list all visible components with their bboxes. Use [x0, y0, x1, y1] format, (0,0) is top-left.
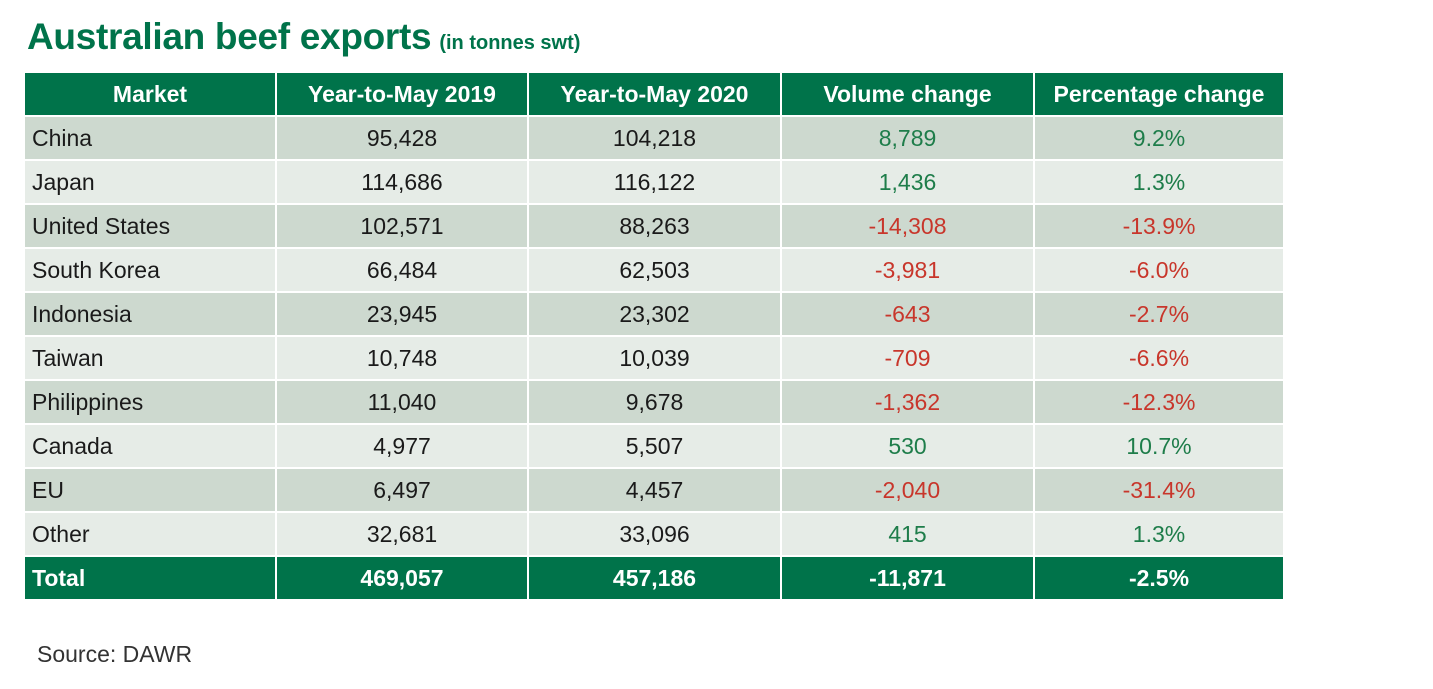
cell-percentage-change: 1.3%: [1033, 511, 1285, 557]
cell-market: China: [23, 115, 277, 161]
cell-percentage-change: -6.0%: [1033, 247, 1285, 293]
chart-title: Australian beef exports (in tonnes swt): [27, 16, 580, 58]
table-row: China 95,428 104,218 8,789 9.2%: [23, 115, 1285, 161]
source-note: Source: DAWR: [37, 641, 193, 667]
cell-percentage-change: -13.9%: [1033, 203, 1285, 249]
cell-percentage-change: -2.5%: [1033, 555, 1285, 601]
cell-percentage-change: -2.7%: [1033, 291, 1285, 337]
cell-market: EU: [23, 467, 277, 513]
cell-ytd-2019: 95,428: [275, 115, 529, 161]
cell-ytd-2019: 66,484: [275, 247, 529, 293]
cell-ytd-2019: 11,040: [275, 379, 529, 425]
cell-percentage-change: -6.6%: [1033, 335, 1285, 381]
table-header-row: Market Year-to-May 2019 Year-to-May 2020 Vo…: [23, 71, 1285, 117]
cell-percentage-change: -12.3%: [1033, 379, 1285, 425]
total-row: Total 469,057 457,186 -11,871 -2.5%: [23, 555, 1285, 601]
cell-market: South Korea: [23, 247, 277, 293]
cell-percentage-change: 1.3%: [1033, 159, 1285, 205]
cell-ytd-2020: 4,457: [527, 467, 782, 513]
cell-market: Other: [23, 511, 277, 557]
cell-ytd-2019: 23,945: [275, 291, 529, 337]
cell-ytd-2020: 5,507: [527, 423, 782, 469]
cell-volume-change: -709: [780, 335, 1035, 381]
cell-market: Philippines: [23, 379, 277, 425]
cell-volume-change: -2,040: [780, 467, 1035, 513]
table-row: Taiwan 10,748 10,039 -709 -6.6%: [23, 335, 1285, 381]
header-percentage-change: Percentage change: [1033, 71, 1285, 117]
cell-ytd-2020: 104,218: [527, 115, 782, 161]
table-row: Canada 4,977 5,507 530 10.7%: [23, 423, 1285, 469]
cell-volume-change: 530: [780, 423, 1035, 469]
header-ytd-2020: Year-to-May 2020: [527, 71, 782, 117]
cell-ytd-2019: 6,497: [275, 467, 529, 513]
title-text: Australian beef exports: [27, 16, 432, 57]
cell-volume-change: 415: [780, 511, 1035, 557]
cell-ytd-2019: 102,571: [275, 203, 529, 249]
cell-volume-change: 1,436: [780, 159, 1035, 205]
table-row: South Korea 66,484 62,503 -3,981 -6.0%: [23, 247, 1285, 293]
cell-volume-change: -3,981: [780, 247, 1035, 293]
header-volume-change: Volume change: [780, 71, 1035, 117]
cell-market: Total: [23, 555, 277, 601]
table-row: Philippines 11,040 9,678 -1,362 -12.3%: [23, 379, 1285, 425]
cell-ytd-2020: 9,678: [527, 379, 782, 425]
cell-ytd-2019: 10,748: [275, 335, 529, 381]
cell-market: Japan: [23, 159, 277, 205]
header-market: Market: [23, 71, 277, 117]
cell-ytd-2020: 33,096: [527, 511, 782, 557]
cell-market: Taiwan: [23, 335, 277, 381]
cell-percentage-change: 10.7%: [1033, 423, 1285, 469]
cell-ytd-2020: 88,263: [527, 203, 782, 249]
cell-ytd-2020: 10,039: [527, 335, 782, 381]
cell-volume-change: -643: [780, 291, 1035, 337]
header-ytd-2019: Year-to-May 2019: [275, 71, 529, 117]
table-row: EU 6,497 4,457 -2,040 -31.4%: [23, 467, 1285, 513]
cell-volume-change: -11,871: [780, 555, 1035, 601]
cell-market: Indonesia: [23, 291, 277, 337]
cell-volume-change: 8,789: [780, 115, 1035, 161]
cell-ytd-2020: 62,503: [527, 247, 782, 293]
cell-ytd-2020: 457,186: [527, 555, 782, 601]
cell-volume-change: -1,362: [780, 379, 1035, 425]
cell-market: United States: [23, 203, 277, 249]
cell-ytd-2019: 4,977: [275, 423, 529, 469]
table-row: Indonesia 23,945 23,302 -643 -2.7%: [23, 291, 1285, 337]
exports-table: Market Year-to-May 2019 Year-to-May 2020 Vo…: [23, 71, 1285, 601]
cell-ytd-2020: 23,302: [527, 291, 782, 337]
cell-percentage-change: -31.4%: [1033, 467, 1285, 513]
cell-ytd-2019: 469,057: [275, 555, 529, 601]
table-row: Japan 114,686 116,122 1,436 1.3%: [23, 159, 1285, 205]
cell-ytd-2019: 32,681: [275, 511, 529, 557]
cell-ytd-2019: 114,686: [275, 159, 529, 205]
cell-ytd-2020: 116,122: [527, 159, 782, 205]
subtitle-text: (in tonnes swt): [439, 32, 581, 54]
table-row: United States 102,571 88,263 -14,308 -13.9%: [23, 203, 1285, 249]
table-row: Other 32,681 33,096 415 1.3%: [23, 511, 1285, 557]
cell-market: Canada: [23, 423, 277, 469]
table-body: China 95,428 104,218 8,789 9.2% Japan 114,686 1…: [23, 115, 1285, 601]
cell-percentage-change: 9.2%: [1033, 115, 1285, 161]
cell-volume-change: -14,308: [780, 203, 1035, 249]
